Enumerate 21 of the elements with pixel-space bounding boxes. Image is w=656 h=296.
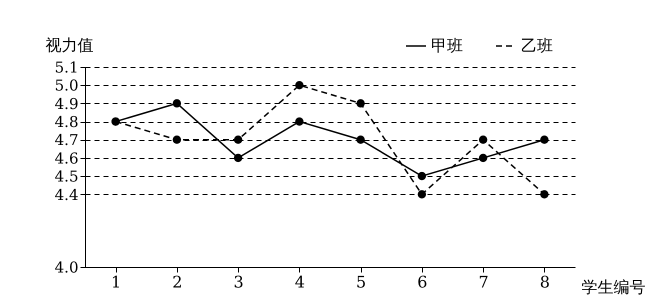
y-tick-label: 5.1 [54, 58, 78, 76]
x-tick-label: 2 [172, 272, 182, 292]
x-tick-label: 8 [540, 272, 550, 292]
x-tick-label: 4 [294, 272, 305, 292]
y-tick-label: 4.0 [54, 258, 78, 276]
y-tick-label: 4.8 [54, 113, 78, 132]
x-tick-label: 1 [111, 272, 122, 292]
y-tick-label: 4.6 [54, 149, 78, 168]
x-tick-label: 6 [417, 272, 428, 292]
y-tick-label: 4.4 [54, 186, 78, 204]
y-tick-label: 5.0 [54, 76, 78, 95]
x-tick-label: 5 [356, 272, 366, 292]
y-tick-label: 4.5 [54, 168, 78, 186]
y-tick-label: 4.9 [54, 94, 78, 113]
x-tick-label: 3 [234, 272, 244, 292]
legend-label: 乙班 [521, 36, 553, 55]
x-axis-title: 学生编号 [582, 278, 646, 296]
legend-label: 甲班 [431, 36, 463, 55]
x-tick-label: 7 [478, 272, 489, 292]
y-axis-title: 视力值 [46, 36, 94, 54]
y-tick-label: 4.7 [54, 131, 78, 150]
